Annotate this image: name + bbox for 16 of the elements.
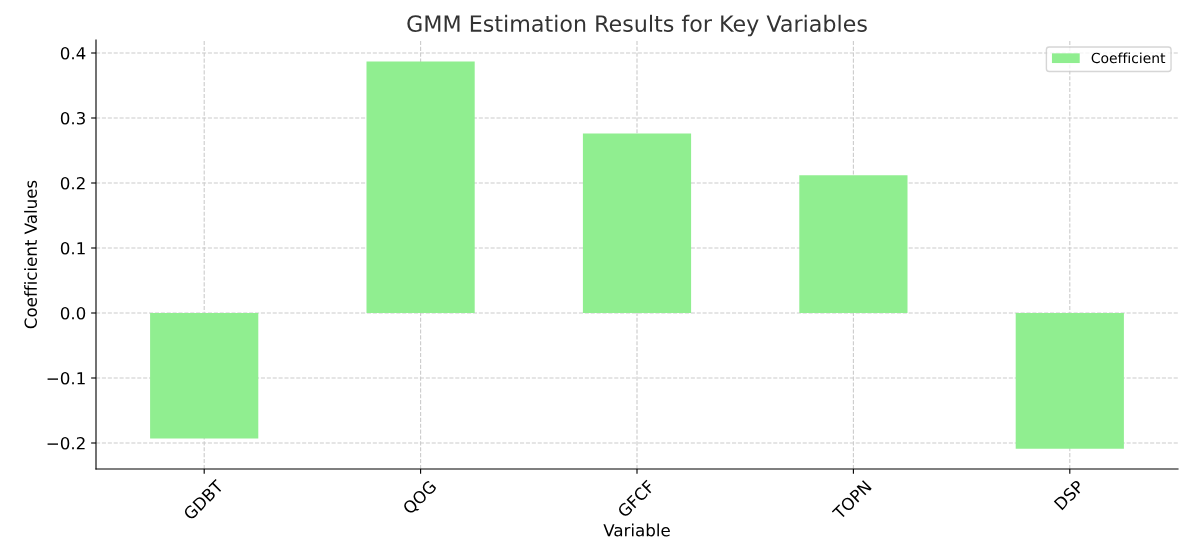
y-tick-label: −0.1: [47, 371, 85, 385]
y-tick-label: 0.4: [60, 46, 86, 60]
bar: [366, 61, 475, 313]
bar: [582, 133, 692, 313]
bar: [799, 175, 908, 313]
bar: [1015, 313, 1124, 449]
y-axis-title: Coefficient Values: [24, 180, 38, 329]
bar: [150, 313, 259, 439]
legend-label: Coefficient: [1091, 52, 1166, 64]
y-tick-label: 0.2: [60, 176, 85, 190]
chart-title: GMM Estimation Results for Key Variables: [407, 14, 867, 37]
x-axis-title: Variable: [603, 523, 670, 537]
y-tick-label: 0.3: [60, 111, 85, 125]
y-tick-label: 0.1: [60, 241, 85, 255]
y-tick-label: 0.0: [60, 306, 86, 320]
y-tick-label: −0.2: [47, 436, 85, 450]
